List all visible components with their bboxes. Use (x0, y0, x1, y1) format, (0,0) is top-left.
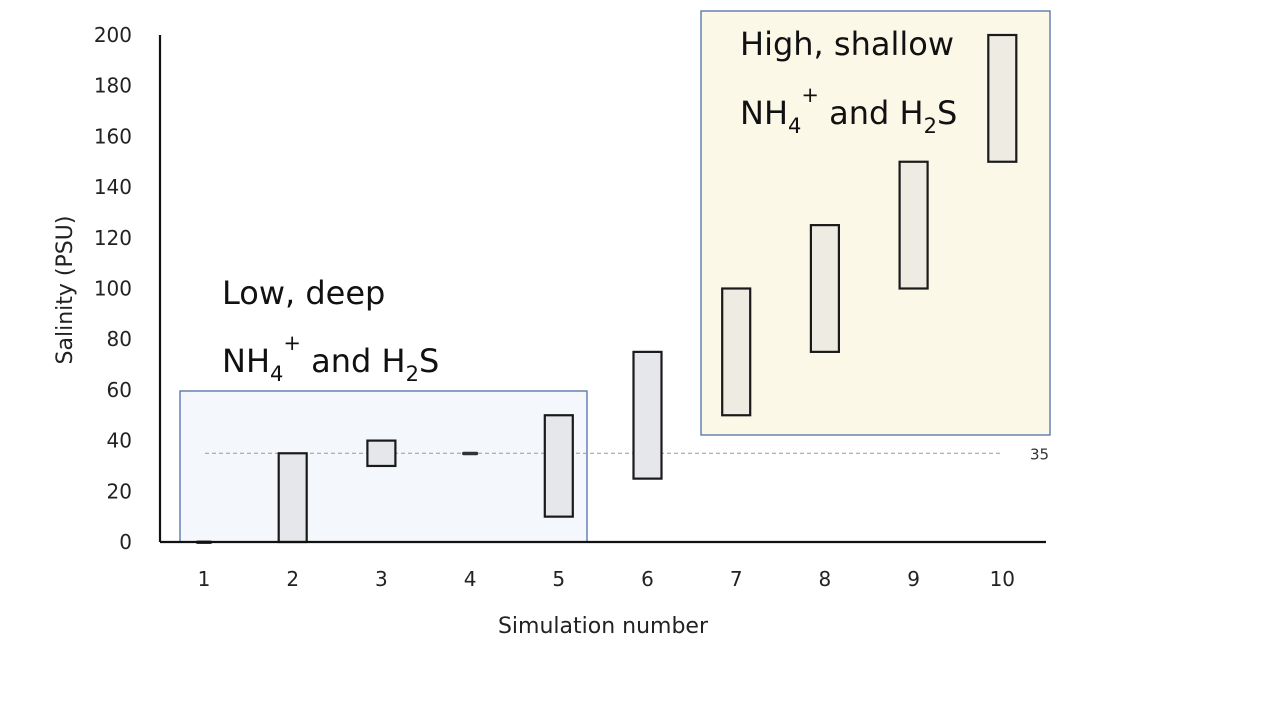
y-tick-label: 200 (94, 23, 132, 47)
y-tick-label: 160 (94, 124, 132, 148)
range-bar-9 (898, 160, 929, 290)
high-group-annotation-title: High, shallow (740, 25, 954, 63)
range-bar-8 (809, 224, 841, 353)
range-bars (196, 33, 1018, 544)
range-bar-10 (987, 33, 1018, 163)
axes (158, 35, 1046, 544)
annotations: Low, deep NH4+ and H2S High, shallow NH4+ a… (222, 25, 957, 386)
x-tick-labels: 1 2 3 4 5 6 7 8 9 10 (198, 567, 1015, 591)
y-tick-label: 180 (94, 74, 132, 98)
x-tick-label: 5 (552, 567, 565, 591)
x-tick-label: 1 (198, 567, 211, 591)
x-tick-label: 4 (464, 567, 477, 591)
low-group-annotation-title: Low, deep (222, 274, 385, 312)
x-tick-label: 7 (730, 567, 743, 591)
reference-line-group: 35 (205, 445, 1049, 463)
x-tick-label: 8 (819, 567, 832, 591)
x-tick-label: 9 (907, 567, 920, 591)
high-group-annotation-species: NH4+ and H2S (740, 83, 957, 138)
x-tick-label: 3 (375, 567, 388, 591)
range-bar-4 (462, 451, 479, 456)
x-tick-label: 2 (286, 567, 299, 591)
range-bar-2 (277, 452, 308, 544)
x-axis-title: Simulation number (498, 614, 709, 639)
y-tick-label: 80 (107, 327, 132, 351)
range-bar-6 (632, 350, 663, 480)
reference-line-label: 35 (1030, 445, 1049, 463)
low-group-annotation-species: NH4+ and H2S (222, 331, 439, 386)
y-axis-title: Salinity (PSU) (53, 216, 78, 365)
y-tick-labels: 0 20 40 60 80 100 120 140 160 180 200 (94, 23, 132, 554)
y-tick-label: 100 (94, 277, 132, 301)
y-tick-label: 0 (119, 530, 132, 554)
y-tick-label: 60 (107, 378, 132, 402)
y-tick-label: 40 (107, 429, 132, 453)
y-tick-label: 120 (94, 226, 132, 250)
range-bar-3 (366, 439, 397, 468)
y-tick-label: 20 (107, 479, 132, 503)
x-tick-label: 6 (641, 567, 654, 591)
x-tick-label: 10 (990, 567, 1015, 591)
y-tick-label: 140 (94, 175, 132, 199)
range-bar-5 (543, 414, 574, 518)
range-bar-7 (721, 287, 752, 417)
